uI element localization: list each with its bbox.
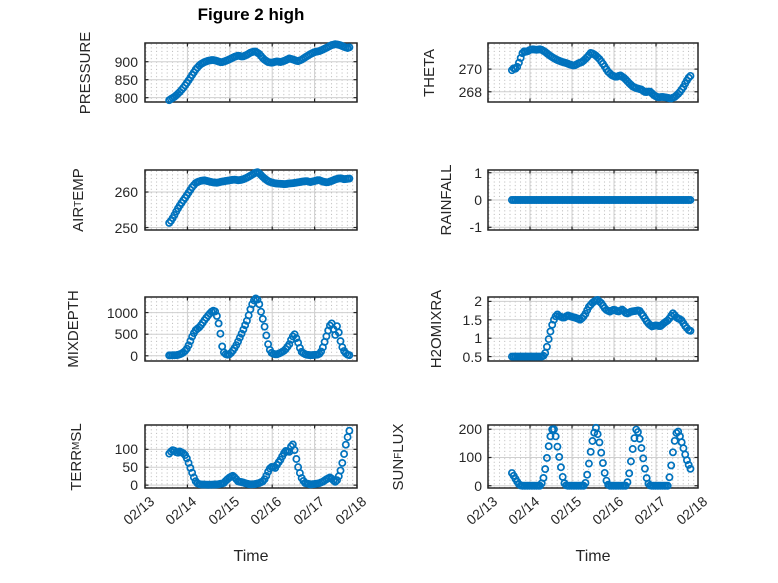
ytick-label-H2OMIXRA-1.5: 1.5 <box>462 311 482 328</box>
subplot-RAINFALL <box>487 169 699 231</box>
axes-box <box>144 169 358 231</box>
subplot-TERR_MSL <box>144 424 358 489</box>
ylabel-TERR_MSL: TERR M SL <box>67 422 85 491</box>
ytick-label-PRESSURE-900: 900 <box>114 53 138 70</box>
ytick-label-H2OMIXRA-0.5: 0.5 <box>462 348 482 365</box>
ytick-label-H2OMIXRA-1: 1 <box>474 330 482 347</box>
ytick-label-AIR_TEMP-260: 260 <box>114 184 138 200</box>
ytick-label-TERR_MSL-50: 50 <box>122 459 138 476</box>
x-axis-label-left: Time <box>233 548 269 565</box>
scatter-series-AIR_TEMP <box>165 168 354 227</box>
scatter-series-THETA <box>507 45 695 103</box>
axes-box <box>487 424 699 489</box>
ytick-label-MIXDEPTH-1000: 1000 <box>106 304 138 321</box>
ytick-label-SUN_FLUX-0: 0 <box>474 477 482 494</box>
ytick-label-SUN_FLUX-200: 200 <box>458 421 482 438</box>
ytick-label-PRESSURE-850: 850 <box>114 71 138 88</box>
subplot-MIXDEPTH <box>144 294 358 362</box>
ylabel-SUN_FLUX: SUN F LUX <box>389 423 407 490</box>
ytick-label-MIXDEPTH-500: 500 <box>114 326 138 343</box>
ytick-label-THETA-268: 268 <box>458 83 482 100</box>
ytick-label-TERR_MSL-0: 0 <box>130 477 138 494</box>
scatter-series-TERR_MSL <box>165 426 354 489</box>
subplot-THETA <box>487 42 699 103</box>
ytick-label-RAINFALL-0: 0 <box>474 192 482 208</box>
ytick-label-SUN_FLUX-100: 100 <box>458 449 482 466</box>
subplot-PRESSURE <box>144 40 358 105</box>
scatter-series-H2OMIXRA <box>507 296 695 361</box>
scatter-series-SUN_FLUX <box>507 423 695 490</box>
x-axis-label-right: Time <box>575 548 611 565</box>
major-grid <box>488 43 698 102</box>
scatter-series-MIXDEPTH <box>165 294 354 360</box>
subplot-AIR_TEMP <box>144 168 358 231</box>
ytick-label-AIR_TEMP-250: 250 <box>114 219 138 236</box>
scatter-series-PRESSURE <box>165 40 354 105</box>
subplot-SUN_FLUX <box>487 423 699 490</box>
figure-title: Figure 2 high <box>197 5 305 24</box>
ytick-label-MIXDEPTH-0: 0 <box>130 347 138 364</box>
minor-grid <box>145 425 357 488</box>
axes-box <box>144 296 358 362</box>
major-grid <box>145 43 357 102</box>
ytick-label-RAINFALL-1: 1 <box>474 164 482 181</box>
axes-box <box>144 42 358 103</box>
scatter-series-RAINFALL <box>507 196 695 204</box>
ytick-label-H2OMIXRA-2: 2 <box>474 293 482 310</box>
ytick-label-THETA-270: 270 <box>458 61 482 78</box>
ytick-label-RAINFALL--1: -1 <box>469 219 482 236</box>
subplot-H2OMIXRA <box>487 296 699 362</box>
axes-box <box>487 169 699 231</box>
ytick-label-PRESSURE-800: 800 <box>114 89 138 106</box>
ytick-label-TERR_MSL-100: 100 <box>114 441 138 458</box>
axes-box <box>487 42 699 103</box>
